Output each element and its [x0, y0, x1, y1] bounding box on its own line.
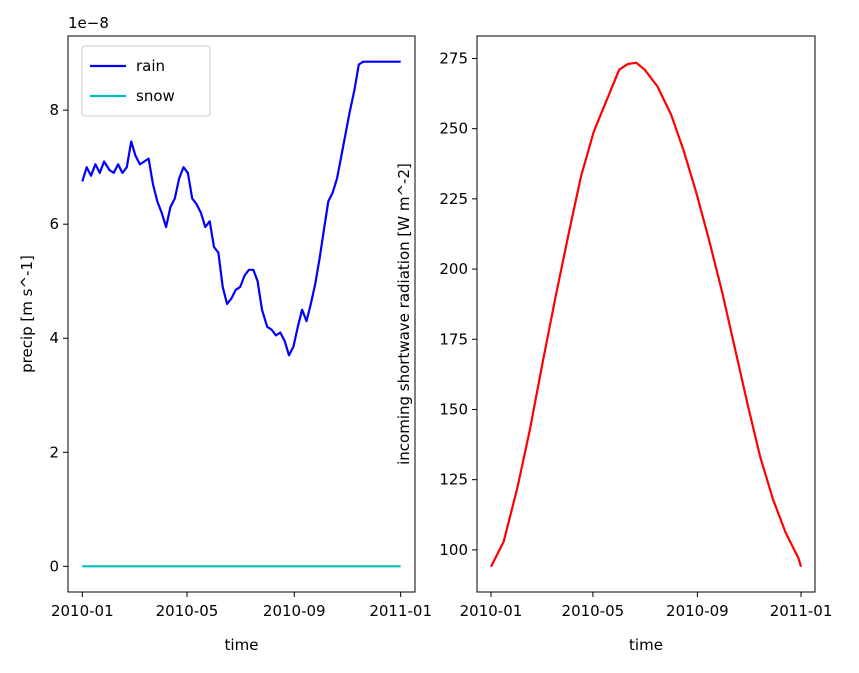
- x-axis-label: time: [225, 636, 259, 654]
- y-tick-label: 8: [49, 101, 59, 119]
- y-tick-label: 125: [439, 471, 468, 489]
- y-axis-label: incoming shortwave radiation [W m^-2]: [395, 163, 413, 465]
- y-offset-label: 1e−8: [68, 14, 109, 32]
- x-axis-label: time: [629, 636, 663, 654]
- y-tick-label: 150: [439, 400, 468, 418]
- y-tick-label: 6: [49, 215, 59, 233]
- axes-frame: [67, 35, 416, 593]
- y-tick-label: 175: [439, 330, 468, 348]
- radiation-plot: 2010-01 2010-05 2010-09 2011-01 100 125 150 175…: [395, 35, 833, 654]
- legend-label-rain: rain: [136, 57, 165, 75]
- y-tick-label: 0: [49, 557, 59, 575]
- y-tick-label: 4: [49, 329, 59, 347]
- y-tick-label: 225: [439, 190, 468, 208]
- y-tick-label: 275: [439, 49, 468, 67]
- legend-box: [81, 45, 211, 117]
- x-tick-label: 2010-05: [156, 602, 219, 620]
- legend-label-snow: snow: [136, 87, 175, 105]
- x-tick-label: 2010-09: [263, 602, 326, 620]
- x-tick-label: 2010-05: [562, 602, 625, 620]
- x-tick-label: 2011-01: [770, 602, 833, 620]
- precip-plot: 2010-01 2010-05 2010-09 2011-01 0 2 4 6 8 time pre…: [18, 14, 432, 654]
- y-tick-label: 2: [49, 443, 59, 461]
- x-tick-label: 2010-09: [666, 602, 729, 620]
- y-tick-label: 250: [439, 120, 468, 138]
- x-tick-label: 2011-01: [369, 602, 432, 620]
- axes-frame: [476, 35, 816, 593]
- series-line: [490, 61, 803, 568]
- y-tick-label: 200: [439, 260, 468, 278]
- series-line-rain: [81, 60, 401, 357]
- y-axis-label: precip [m s^-1]: [18, 255, 36, 373]
- y-tick-label: 100: [439, 541, 468, 559]
- x-tick-label: 2010-01: [460, 602, 523, 620]
- x-tick-label: 2010-01: [51, 602, 114, 620]
